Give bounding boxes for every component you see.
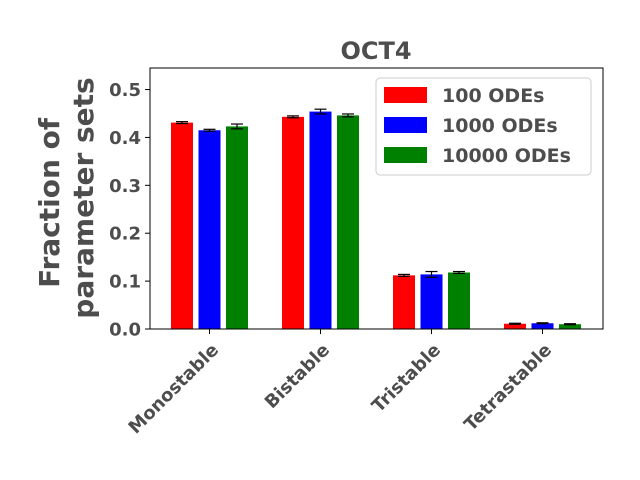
bar-monostable-series-3 (226, 126, 248, 329)
bar-tristable-series-3 (448, 272, 470, 329)
y-tick-label: 0.5 (109, 80, 141, 101)
legend: 100 ODEs 1000 ODEs 10000 ODEs (375, 77, 592, 176)
error-bar-bistable-series-3 (342, 113, 354, 118)
error-bar-bistable-series-1 (287, 115, 299, 119)
legend-item-1: 100 ODEs (384, 85, 545, 107)
bars-layer (171, 111, 581, 329)
error-bar-tristable-series-2 (425, 270, 438, 278)
error-bar-monostable-series-1 (176, 121, 188, 125)
y-tick-label: 0.4 (109, 128, 141, 149)
y-tick-label: 0.0 (109, 320, 141, 341)
y-axis-label-line-1: Fraction of (33, 117, 66, 288)
error-bar-tetrastable-series-1 (509, 322, 521, 325)
legend-swatch (384, 117, 427, 133)
bar-tetrastable-series-1 (504, 323, 526, 329)
bar-monostable-series-2 (198, 130, 221, 329)
y-axis: 0.0 0.1 0.2 0.3 0.4 0.5 (109, 80, 150, 341)
bar-tetrastable-series-3 (559, 324, 581, 329)
error-bar-tetrastable-series-3 (564, 323, 576, 326)
bar-bistable-series-1 (282, 116, 304, 329)
bar-tetrastable-series-2 (531, 323, 554, 329)
chart-title: OCT4 (340, 37, 411, 65)
bar-tristable-series-1 (393, 275, 415, 329)
error-bar-tetrastable-series-2 (536, 322, 549, 325)
legend-item-3: 10000 ODEs (384, 145, 571, 167)
bar-monostable-series-1 (171, 122, 193, 329)
bar-bistable-series-3 (337, 115, 359, 329)
error-bar-monostable-series-2 (203, 128, 216, 132)
legend-label: 100 ODEs (442, 85, 545, 107)
y-tick-label: 0.1 (109, 272, 141, 293)
errorbars-layer (176, 108, 576, 326)
y-axis-label: Fraction of parameter sets (33, 77, 100, 318)
bar-tristable-series-2 (420, 274, 443, 329)
error-bar-tristable-series-3 (453, 270, 465, 275)
plot-frame (149, 67, 604, 330)
y-tick-label: 0.3 (109, 176, 141, 197)
error-bar-tristable-series-1 (398, 273, 410, 277)
error-bar-bistable-series-2 (314, 108, 327, 115)
legend-swatch (384, 87, 427, 103)
y-tick-label: 0.2 (109, 224, 141, 245)
legend-swatch (384, 147, 427, 163)
legend-label: 1000 ODEs (442, 115, 558, 137)
legend-label: 10000 ODEs (442, 145, 571, 167)
y-axis-label-line-2: parameter sets (67, 77, 100, 318)
legend-box (375, 77, 592, 176)
error-bar-monostable-series-3 (231, 123, 243, 130)
bar-bistable-series-2 (309, 111, 332, 329)
legend-item-2: 1000 ODEs (384, 115, 558, 137)
